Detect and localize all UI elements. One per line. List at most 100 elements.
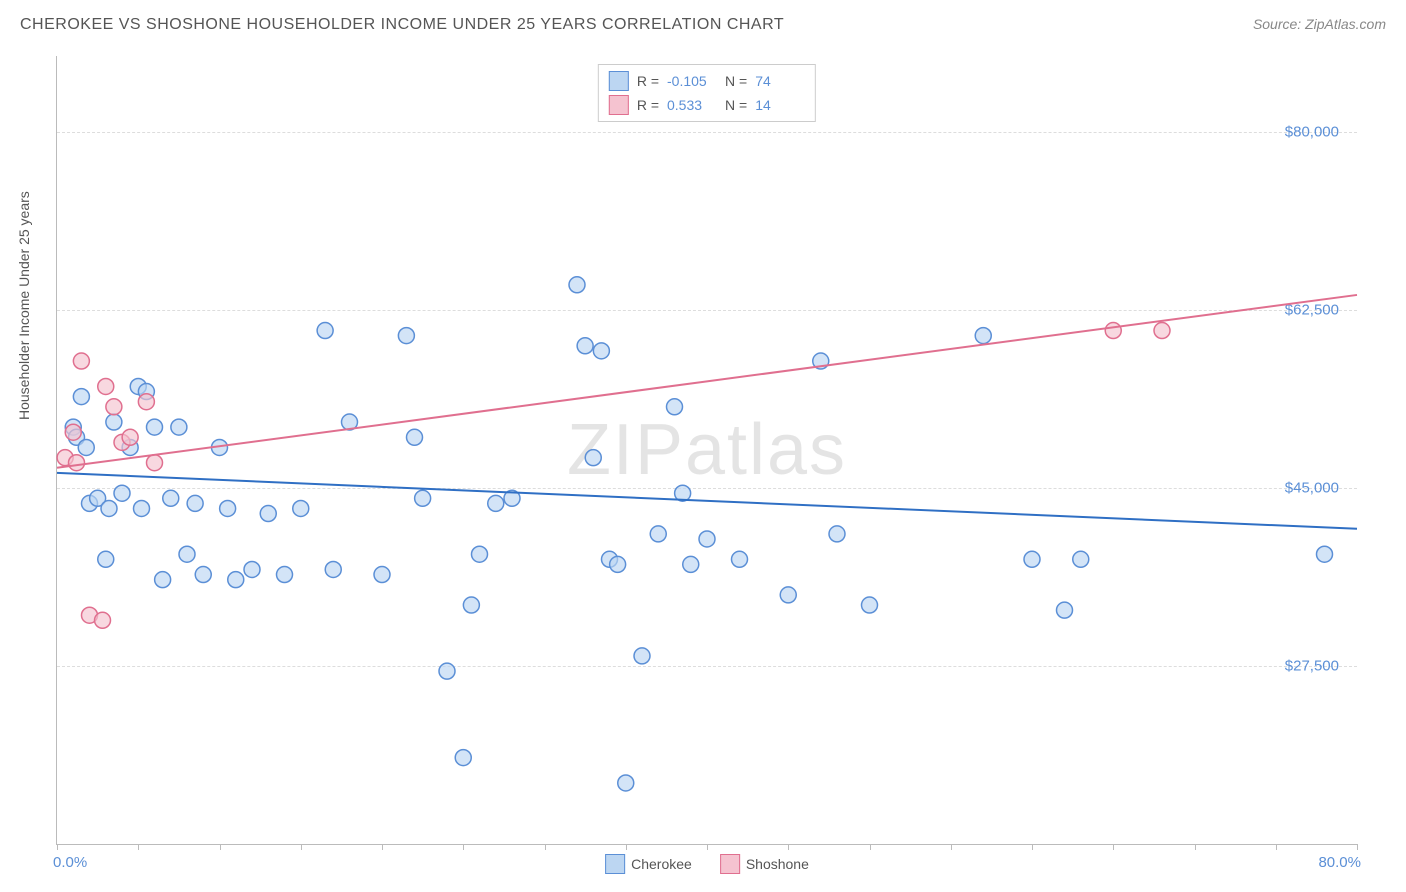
scatter-point (147, 419, 163, 435)
scatter-point (122, 429, 138, 445)
y-axis-label: Householder Income Under 25 years (16, 191, 32, 420)
x-tick (138, 844, 139, 850)
scatter-point (415, 490, 431, 506)
correlation-legend: R =-0.105N =74 R = 0.533 N = 14 (598, 64, 816, 122)
x-tick (707, 844, 708, 850)
x-tick (1276, 844, 1277, 850)
scatter-point (98, 551, 114, 567)
scatter-point (618, 775, 634, 791)
scatter-point (472, 546, 488, 562)
legend-swatch (605, 854, 625, 874)
scatter-point (114, 485, 130, 501)
scatter-point (95, 612, 111, 628)
scatter-point (463, 597, 479, 613)
scatter-point (699, 531, 715, 547)
legend-r-label: R = (637, 97, 659, 113)
scatter-point (577, 338, 593, 354)
scatter-point (1105, 323, 1121, 339)
scatter-point (862, 597, 878, 613)
scatter-point (732, 551, 748, 567)
scatter-point (1073, 551, 1089, 567)
scatter-point (101, 500, 117, 516)
legend-r-value: 0.533 (667, 97, 717, 113)
scatter-point (260, 506, 276, 522)
scatter-point (179, 546, 195, 562)
x-tick (1032, 844, 1033, 850)
scatter-point (73, 389, 89, 405)
x-tick (301, 844, 302, 850)
scatter-point (975, 328, 991, 344)
scatter-point (163, 490, 179, 506)
legend-swatch (720, 854, 740, 874)
legend-n-label: N = (725, 97, 747, 113)
scatter-point (488, 495, 504, 511)
chart-title: CHEROKEE VS SHOSHONE HOUSEHOLDER INCOME … (20, 16, 784, 33)
scatter-point (228, 572, 244, 588)
x-tick (626, 844, 627, 850)
legend-n-label: N = (725, 73, 747, 89)
scatter-point (317, 323, 333, 339)
scatter-point (398, 328, 414, 344)
scatter-point (569, 277, 585, 293)
scatter-point (78, 439, 94, 455)
scatter-plot-svg (57, 56, 1357, 844)
scatter-point (73, 353, 89, 369)
scatter-point (407, 429, 423, 445)
scatter-point (1024, 551, 1040, 567)
scatter-point (277, 567, 293, 583)
scatter-point (244, 561, 260, 577)
x-axis-max-label: 80.0% (1318, 854, 1361, 871)
scatter-point (69, 455, 85, 471)
scatter-point (171, 419, 187, 435)
x-tick (788, 844, 789, 850)
scatter-point (134, 500, 150, 516)
source-label: Source: ZipAtlas.com (1253, 16, 1386, 32)
scatter-point (439, 663, 455, 679)
scatter-point (106, 414, 122, 430)
legend-item: Cherokee (605, 854, 692, 874)
scatter-point (106, 399, 122, 415)
legend-swatch (609, 71, 629, 91)
x-tick (951, 844, 952, 850)
scatter-point (585, 450, 601, 466)
scatter-point (780, 587, 796, 603)
scatter-point (1317, 546, 1333, 562)
scatter-point (455, 750, 471, 766)
scatter-point (65, 424, 81, 440)
scatter-point (138, 394, 154, 410)
scatter-point (374, 567, 390, 583)
scatter-point (634, 648, 650, 664)
legend-swatch (609, 95, 629, 115)
legend-series-name: Cherokee (631, 856, 692, 872)
scatter-point (667, 399, 683, 415)
x-tick (545, 844, 546, 850)
scatter-point (610, 556, 626, 572)
x-tick (1357, 844, 1358, 850)
scatter-point (220, 500, 236, 516)
chart-plot-area: ZIPatlas $27,500$45,000$62,500$80,000 R … (56, 56, 1357, 845)
series-legend: Cherokee Shoshone (605, 854, 809, 874)
scatter-point (147, 455, 163, 471)
x-tick (220, 844, 221, 850)
scatter-point (195, 567, 211, 583)
x-tick (57, 844, 58, 850)
legend-series-name: Shoshone (746, 856, 809, 872)
scatter-point (293, 500, 309, 516)
scatter-point (650, 526, 666, 542)
scatter-point (155, 572, 171, 588)
x-tick (463, 844, 464, 850)
scatter-point (829, 526, 845, 542)
scatter-point (187, 495, 203, 511)
legend-row: R = 0.533 N = 14 (609, 93, 805, 117)
legend-item: Shoshone (720, 854, 809, 874)
scatter-point (683, 556, 699, 572)
x-axis-min-label: 0.0% (53, 854, 87, 871)
scatter-point (1154, 323, 1170, 339)
x-tick (382, 844, 383, 850)
trendline (57, 295, 1357, 468)
scatter-point (593, 343, 609, 359)
scatter-point (1057, 602, 1073, 618)
x-tick (1113, 844, 1114, 850)
legend-n-value: 14 (755, 97, 805, 113)
legend-row: R =-0.105N =74 (609, 69, 805, 93)
